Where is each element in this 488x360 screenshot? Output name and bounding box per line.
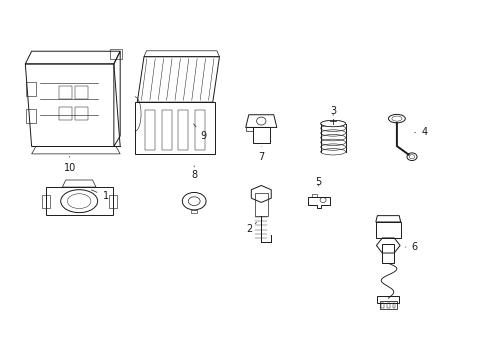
Bar bbox=[392, 303, 394, 308]
Text: 9: 9 bbox=[193, 124, 206, 141]
Text: 6: 6 bbox=[405, 242, 417, 252]
Bar bbox=[59, 86, 72, 99]
Text: 10: 10 bbox=[63, 156, 76, 173]
Text: 4: 4 bbox=[414, 127, 427, 138]
Text: 1: 1 bbox=[91, 190, 108, 201]
Text: 7: 7 bbox=[258, 147, 264, 162]
Bar bbox=[386, 303, 389, 308]
Bar bbox=[381, 303, 383, 308]
Bar bbox=[312, 194, 316, 197]
Bar bbox=[75, 86, 87, 99]
Bar bbox=[377, 296, 398, 303]
Ellipse shape bbox=[320, 120, 345, 127]
Bar bbox=[381, 244, 394, 263]
Bar bbox=[161, 110, 171, 150]
Bar bbox=[42, 195, 50, 207]
Bar bbox=[26, 109, 37, 123]
Text: 8: 8 bbox=[191, 166, 197, 180]
Bar bbox=[245, 127, 252, 131]
Bar bbox=[195, 110, 205, 150]
Text: 3: 3 bbox=[329, 106, 336, 116]
Text: 5: 5 bbox=[315, 177, 321, 187]
Bar bbox=[75, 107, 87, 120]
Bar bbox=[254, 193, 267, 216]
Bar bbox=[109, 195, 117, 207]
Text: 2: 2 bbox=[245, 222, 256, 234]
Bar bbox=[144, 110, 155, 150]
Bar bbox=[379, 301, 396, 309]
Bar bbox=[178, 110, 188, 150]
Bar bbox=[375, 222, 400, 238]
Bar bbox=[59, 107, 72, 120]
Bar bbox=[191, 210, 197, 213]
Bar bbox=[252, 127, 269, 143]
Bar bbox=[109, 49, 122, 59]
Bar bbox=[26, 82, 37, 96]
